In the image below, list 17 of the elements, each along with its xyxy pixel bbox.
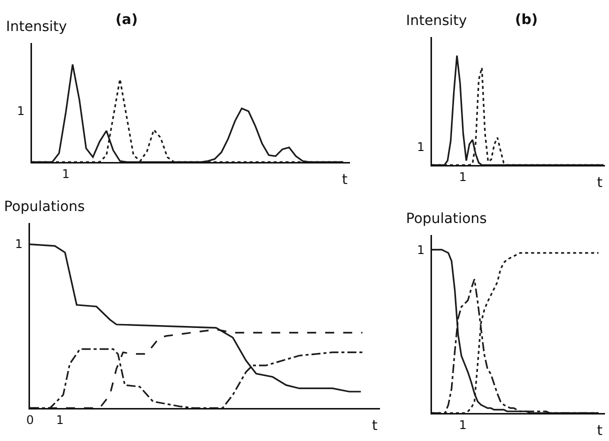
x-axis-title: t <box>597 423 603 439</box>
text: 1 <box>62 167 70 181</box>
y-axis-title: Populations <box>406 211 487 227</box>
x-tick-label: 0 <box>26 412 34 427</box>
text: 1 <box>15 237 23 251</box>
text: 1 <box>17 104 25 118</box>
y-axis-title: Populations <box>4 199 85 215</box>
chart-title: (b) <box>514 12 538 28</box>
chart-title: (a) <box>116 12 138 28</box>
text: 1 <box>459 170 467 184</box>
x-axis-title: t <box>342 172 348 188</box>
x-axis-title: t <box>597 175 603 191</box>
text: 1 <box>417 140 425 154</box>
text: 1 <box>417 243 425 257</box>
y-axis-title: Intensity <box>406 13 467 29</box>
y-axis-title: Intensity <box>6 19 67 35</box>
x-axis-title: t <box>372 418 378 434</box>
